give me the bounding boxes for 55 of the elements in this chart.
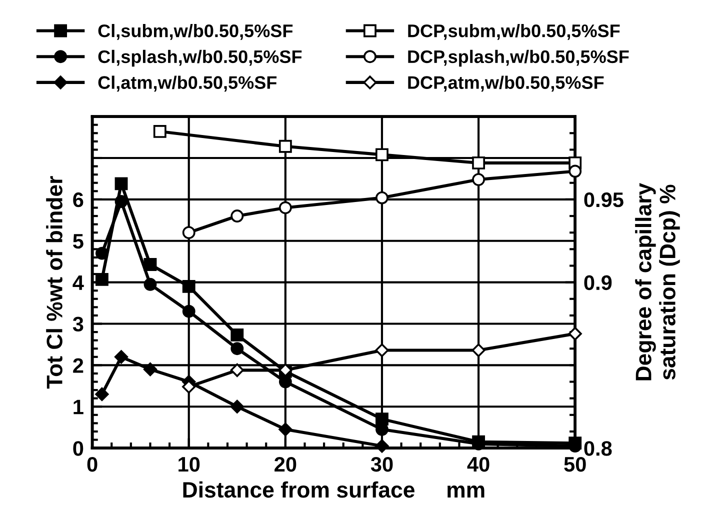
point <box>230 342 244 356</box>
legend-label: DCP,subm,w/b0.50,5%SF <box>408 24 620 40</box>
y2-tick-label: 0.8 <box>584 441 612 456</box>
point <box>568 164 582 178</box>
x-axis-title: Distance from surface mm <box>183 481 484 498</box>
legend-label: Cl,atm,w/b0.50,5%SF <box>98 76 277 92</box>
point <box>278 422 292 436</box>
point <box>114 195 128 208</box>
x-tick-label: 20 <box>274 456 296 472</box>
y2-tick-label: 0.95 <box>584 192 624 208</box>
point <box>375 343 389 358</box>
y-tick-label: 3 <box>72 316 84 332</box>
point <box>376 412 388 426</box>
point <box>144 278 157 291</box>
x-tick-label: 50 <box>564 456 586 472</box>
y-tick-label: 0 <box>73 441 84 456</box>
y-tick-label: 6 <box>73 192 84 208</box>
point <box>230 328 244 342</box>
legend-label: Cl,subm,w/b0.50,5%SF <box>98 24 293 40</box>
legend-label: DCP,atm,w/b0.50,5%SF <box>408 76 604 92</box>
point <box>230 400 244 414</box>
point <box>95 387 109 401</box>
point <box>472 156 485 170</box>
point <box>376 148 388 162</box>
point <box>114 177 128 190</box>
point <box>472 343 486 358</box>
point <box>143 362 158 376</box>
point <box>182 226 196 240</box>
x-tick-label: 0 <box>87 456 98 472</box>
point <box>95 272 108 286</box>
point <box>568 326 582 340</box>
x-tick-label: 30 <box>370 456 393 472</box>
point <box>278 140 292 153</box>
y2-tick-label: 0.9 <box>584 275 612 290</box>
point <box>230 363 244 377</box>
point <box>95 246 108 260</box>
y-axis-title: Tot Cl %wt of binder <box>46 176 62 389</box>
point <box>114 350 128 364</box>
y-tick-label: 4 <box>72 276 84 290</box>
point <box>182 304 196 318</box>
legend-label: Cl,splash,w/b0.50,5%SF <box>98 50 302 67</box>
x-tick-label: 10 <box>178 456 200 472</box>
point <box>182 280 196 293</box>
y-tick-label: 1 <box>74 400 84 414</box>
point <box>230 210 244 222</box>
point <box>376 191 388 204</box>
y-tick-label: 2 <box>73 358 84 373</box>
point <box>153 125 166 138</box>
y-tick-label: 5 <box>73 234 84 249</box>
point <box>144 258 157 271</box>
legend-label: DCP,splash,w/b0.50,5%SF <box>408 50 629 67</box>
point <box>278 201 292 214</box>
x-tick-label: 40 <box>467 456 490 472</box>
point <box>472 173 485 186</box>
y2-axis-title: Degree of capillary saturation (Dcp) % <box>635 183 680 380</box>
